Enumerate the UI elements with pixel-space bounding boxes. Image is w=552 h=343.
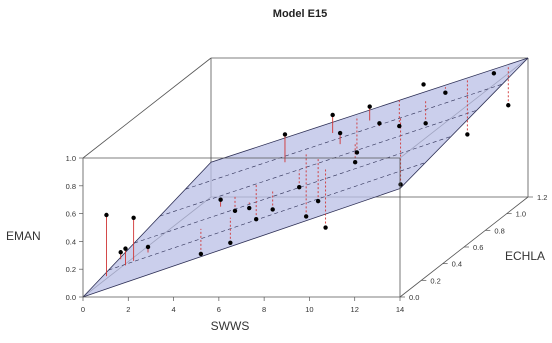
data-point: [253, 216, 259, 222]
data-point: [398, 182, 403, 187]
data-point: [118, 250, 123, 255]
data-point: [228, 240, 233, 245]
x-axis-label: SWWS: [211, 319, 250, 333]
data-points: [104, 71, 511, 257]
data-point: [443, 90, 448, 95]
y-tick-label: 0.8: [66, 182, 76, 191]
data-point: [352, 160, 358, 165]
x-tick-label: 10: [305, 305, 313, 314]
data-point: [198, 251, 204, 257]
y-tick-label: 0.2: [66, 265, 76, 274]
data-point: [232, 208, 238, 214]
data-point: [367, 104, 372, 109]
data-point: [104, 212, 109, 218]
regression-plane: [82, 57, 529, 298]
data-point: [465, 132, 470, 137]
x-tick-label: 8: [262, 305, 266, 314]
y-tick-label: 0.6: [66, 210, 76, 219]
data-point: [131, 215, 136, 220]
z-tick-label: 0.0: [409, 293, 419, 302]
x-tick-label: 14: [396, 305, 404, 314]
box-edge: [82, 57, 212, 159]
data-point: [218, 197, 223, 202]
data-point: [315, 198, 321, 204]
plane-surface: [82, 57, 529, 298]
data-point: [247, 205, 252, 211]
data-point: [354, 150, 360, 155]
data-point: [421, 82, 426, 87]
z-tick-label: 0.8: [494, 226, 504, 235]
y-tick-label: 1.0: [66, 154, 76, 163]
z-tick-label: 0.4: [452, 260, 462, 269]
data-point: [323, 225, 328, 230]
data-point: [377, 121, 382, 126]
data-point: [397, 123, 402, 129]
x-tick-label: 12: [351, 305, 359, 314]
axis-ticks: 0 2 4 6 8 10 12 14 0.0 0.2 0.4 0.6 0.8 1.0 0.0 0.2 0.4 0.…: [66, 154, 548, 314]
data-point: [145, 244, 151, 250]
data-point: [506, 103, 511, 108]
data-point: [123, 246, 128, 251]
data-point: [282, 132, 288, 137]
data-point: [297, 185, 302, 190]
z-tick-label: 0.2: [430, 276, 440, 285]
x-tick-label: 6: [217, 305, 221, 314]
z-tick-label: 1.2: [537, 193, 547, 202]
z-tick-label: 1.0: [516, 210, 526, 219]
y-tick-label: 0.4: [66, 237, 76, 246]
data-point: [337, 130, 343, 136]
z-axis-label: ECHLA: [505, 249, 545, 263]
data-point: [423, 121, 428, 126]
data-point: [303, 214, 309, 219]
y-tick-label: 0.0: [66, 293, 76, 302]
data-point: [491, 71, 497, 76]
x-tick-label: 4: [171, 305, 175, 314]
chart-title: Model E15: [273, 8, 327, 20]
z-tick-label: 0.6: [473, 243, 483, 252]
data-point: [270, 207, 275, 212]
x-tick-label: 0: [81, 305, 85, 314]
y-axis-label: EMAN: [6, 229, 41, 243]
x-tick-label: 2: [126, 305, 130, 314]
data-point: [330, 112, 335, 118]
